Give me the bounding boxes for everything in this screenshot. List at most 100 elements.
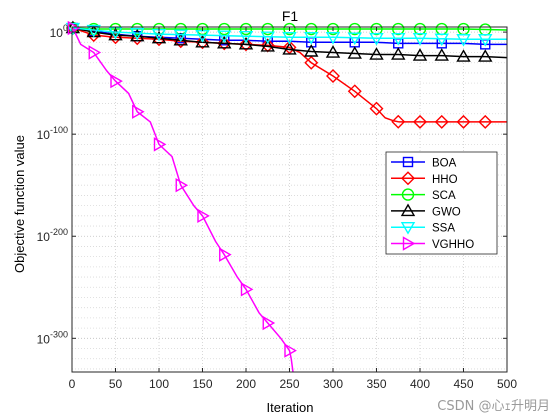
- marker-vghho: [153, 137, 167, 152]
- marker-hho: [369, 101, 384, 116]
- legend-marker-hho: [401, 171, 415, 186]
- legend-label: GWO: [432, 206, 461, 218]
- marker-vghho: [110, 73, 123, 89]
- marker-ssa: [86, 24, 101, 38]
- marker-gwo: [130, 28, 145, 42]
- marker-hho: [391, 114, 406, 129]
- marker-gwo: [260, 38, 275, 52]
- y-tick-label: 10-200: [37, 227, 68, 244]
- marker-gwo: [304, 44, 319, 57]
- marker-ssa: [347, 32, 362, 46]
- marker-vghho: [262, 315, 276, 331]
- x-tick-label: 0: [69, 377, 76, 391]
- x-tick-label: 50: [109, 377, 123, 391]
- marker-gwo: [456, 49, 471, 62]
- marker-sca: [413, 22, 427, 36]
- marker-gwo: [282, 42, 297, 55]
- x-tick-label: 250: [279, 377, 299, 391]
- y-tick-label: 10-100: [37, 125, 68, 142]
- y-axis-label: Objective function value: [12, 135, 27, 273]
- marker-vghho: [175, 178, 189, 193]
- series-line-vghho: [72, 27, 294, 373]
- marker-gwo: [478, 49, 493, 62]
- marker-hho: [304, 55, 319, 70]
- legend-label: SSA: [432, 223, 455, 235]
- marker-sca: [392, 22, 405, 36]
- marker-sca: [239, 22, 253, 36]
- marker-vghho: [197, 208, 210, 224]
- legend-marker-vghho: [402, 236, 416, 251]
- legend-entry-ssa: SSA: [391, 221, 455, 235]
- marker-hho: [217, 36, 232, 51]
- series-vghho: [67, 20, 297, 373]
- legend-entry-sca: SCA: [391, 188, 456, 202]
- x-tick-label: 350: [366, 377, 386, 391]
- marker-sca: [261, 22, 274, 36]
- x-tick-label: 400: [410, 377, 430, 391]
- x-tick-label: 200: [236, 377, 256, 391]
- x-tick-label: 150: [192, 377, 212, 391]
- series-ssa: [65, 22, 507, 47]
- marker-vghho: [284, 343, 297, 358]
- marker-ssa: [65, 22, 81, 36]
- marker-gwo: [434, 48, 449, 61]
- marker-sca: [370, 22, 383, 36]
- y-tick-label: 100: [50, 23, 68, 40]
- marker-ssa: [456, 34, 471, 47]
- marker-hho: [347, 84, 362, 99]
- marker-hho: [239, 37, 253, 52]
- marker-hho: [326, 69, 340, 83]
- series-sca: [66, 21, 508, 36]
- x-tick-label: 300: [323, 377, 343, 391]
- legend-entry-hho: HHO: [391, 171, 458, 186]
- marker-gwo: [238, 36, 254, 50]
- legend-marker-gwo: [400, 203, 416, 217]
- marker-ssa: [325, 32, 341, 45]
- marker-gwo: [108, 27, 123, 41]
- marker-ssa: [238, 30, 254, 44]
- legend-marker-ssa: [400, 221, 416, 235]
- legend-entry-vghho: VGHHO: [391, 236, 474, 251]
- marker-hho: [413, 114, 427, 129]
- marker-ssa: [391, 33, 406, 46]
- marker-ssa: [173, 29, 188, 43]
- marker-gwo: [369, 47, 384, 60]
- marker-ssa: [130, 27, 145, 41]
- marker-sca: [305, 22, 318, 36]
- legend-entry-gwo: GWO: [391, 203, 461, 218]
- series-gwo: [65, 20, 508, 62]
- marker-hho: [434, 114, 449, 129]
- legend-entry-boa: BOA: [391, 156, 457, 170]
- marker-ssa: [478, 34, 493, 47]
- marker-sca: [218, 22, 231, 36]
- marker-hho: [478, 114, 493, 129]
- series-line-gwo: [72, 27, 508, 59]
- marker-ssa: [412, 33, 428, 46]
- marker-ssa: [260, 31, 275, 45]
- marker-sca: [283, 22, 296, 36]
- marker-hho: [195, 35, 210, 50]
- marker-ssa: [282, 32, 297, 45]
- marker-gwo: [325, 45, 341, 58]
- marker-vghho: [132, 104, 145, 119]
- marker-vghho: [240, 282, 254, 297]
- marker-sca: [326, 22, 340, 36]
- marker-vghho: [67, 20, 81, 36]
- marker-ssa: [304, 32, 319, 45]
- x-tick-label: 450: [453, 377, 473, 391]
- marker-hho: [456, 114, 471, 129]
- series-line-sca: [72, 27, 508, 31]
- watermark: CSDN @心ｪ升明月: [437, 399, 550, 414]
- x-axis-label: Iteration: [267, 400, 314, 415]
- axes: 0 50 100 150 200 250 300 350 400 450 500 100 10-100 1…: [37, 23, 518, 391]
- x-tick-label: 100: [149, 377, 169, 391]
- y-tick-label: 10-300: [37, 329, 68, 346]
- series-layer: [65, 20, 508, 373]
- legend: BOA HHO SCA GWO SSA VGHHO: [385, 151, 498, 255]
- legend-label: HHO: [432, 174, 458, 186]
- marker-vghho: [219, 247, 232, 262]
- marker-gwo: [151, 30, 167, 44]
- marker-ssa: [369, 33, 384, 46]
- legend-marker-boa: [402, 156, 414, 168]
